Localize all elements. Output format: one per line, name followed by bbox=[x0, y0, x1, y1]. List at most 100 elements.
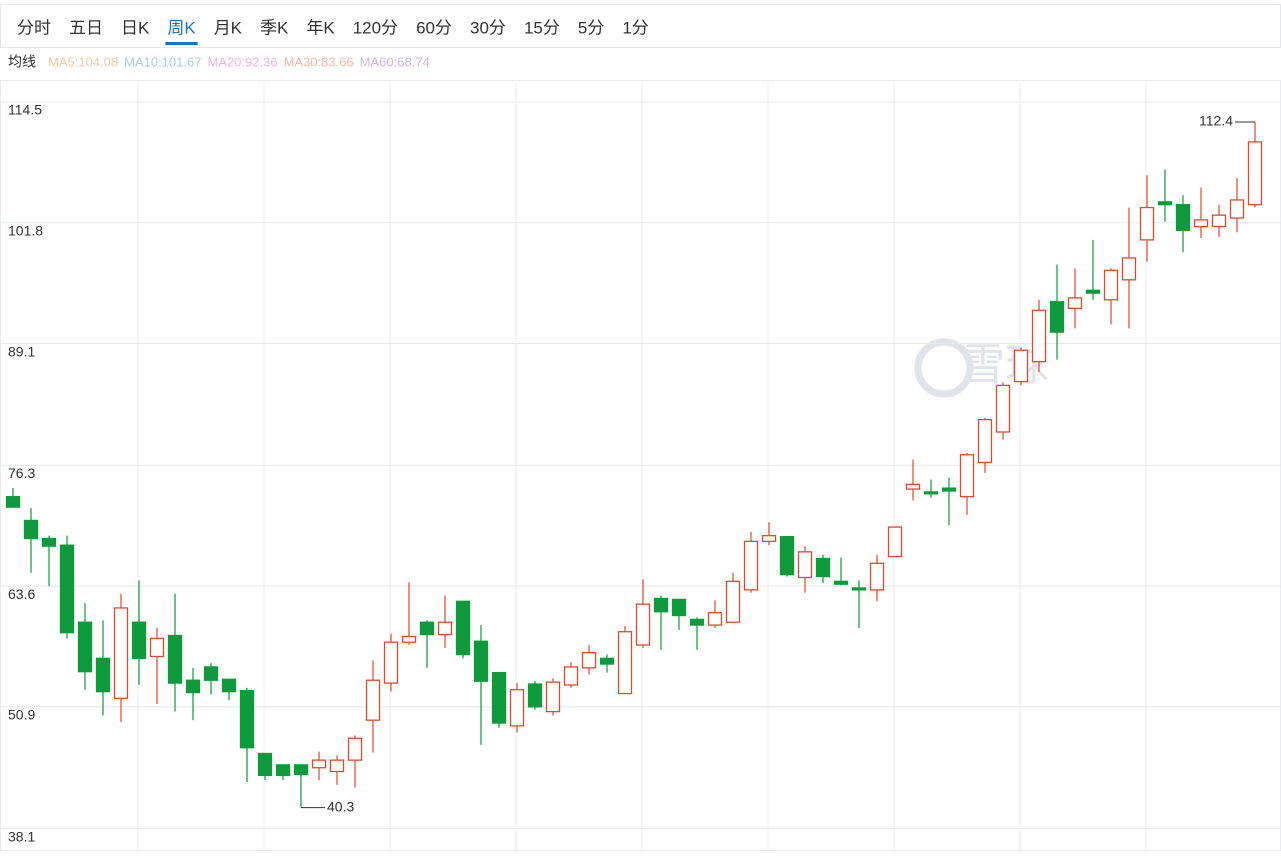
ma-legend: MA10:101.67 bbox=[124, 54, 201, 69]
candle-body bbox=[959, 454, 975, 498]
candle-body bbox=[419, 621, 435, 636]
candle-body bbox=[779, 535, 795, 576]
candle-body bbox=[1157, 201, 1173, 206]
tab-bar bbox=[0, 4, 1281, 48]
y-tick-label: 38.1 bbox=[8, 828, 35, 844]
candle-body bbox=[329, 759, 345, 773]
candle-body bbox=[815, 557, 831, 578]
candle-body bbox=[797, 551, 813, 579]
candle-body bbox=[545, 681, 561, 713]
candle-body bbox=[635, 603, 651, 646]
candle-body bbox=[923, 491, 939, 495]
tab[interactable]: 分时 bbox=[17, 18, 51, 37]
tab[interactable]: 30分 bbox=[470, 18, 506, 37]
candle-body bbox=[1175, 204, 1191, 232]
tab[interactable]: 120分 bbox=[353, 18, 398, 37]
tab[interactable]: 周K bbox=[167, 18, 196, 37]
y-tick-label: 63.6 bbox=[8, 586, 35, 602]
tab[interactable]: 年K bbox=[306, 18, 335, 37]
tab[interactable]: 日K bbox=[121, 18, 150, 37]
candle-body bbox=[1049, 301, 1065, 333]
candle-body bbox=[383, 641, 399, 684]
candle-body bbox=[869, 562, 885, 591]
y-tick-label: 76.3 bbox=[8, 465, 35, 481]
candle-body bbox=[149, 637, 165, 658]
candle-body bbox=[77, 621, 93, 673]
tab-underline bbox=[165, 42, 198, 45]
candle-body bbox=[1139, 206, 1155, 241]
y-tick-label: 89.1 bbox=[8, 343, 35, 359]
candle-body bbox=[113, 607, 129, 699]
candle-body bbox=[221, 678, 237, 693]
candle-body bbox=[743, 540, 759, 591]
candle-body bbox=[95, 657, 111, 693]
candle-body bbox=[833, 580, 849, 585]
candle-body bbox=[455, 600, 471, 656]
candle-body bbox=[599, 657, 615, 665]
tab[interactable]: 1分 bbox=[622, 18, 648, 37]
candle-body bbox=[23, 519, 39, 540]
candle-body bbox=[905, 483, 921, 490]
candle-body bbox=[167, 634, 183, 684]
candle-body bbox=[257, 752, 273, 776]
candle-body bbox=[347, 737, 363, 761]
candle-body bbox=[491, 671, 507, 724]
candle-body bbox=[473, 640, 489, 682]
candle-body bbox=[941, 487, 957, 492]
candle-body bbox=[401, 635, 417, 643]
candle-body bbox=[509, 689, 525, 727]
candle-body bbox=[995, 384, 1011, 433]
candle-body bbox=[59, 544, 75, 634]
tab[interactable]: 五日 bbox=[69, 18, 103, 37]
candle-body bbox=[275, 764, 291, 776]
candle-body bbox=[131, 621, 147, 660]
candle-body bbox=[1121, 257, 1137, 281]
candle-body bbox=[707, 612, 723, 626]
watermark-logo bbox=[914, 338, 974, 398]
candle-body bbox=[617, 631, 633, 695]
y-tick-label: 50.9 bbox=[8, 707, 35, 723]
candle-body bbox=[887, 526, 903, 558]
candle-body bbox=[41, 537, 57, 547]
candle-body bbox=[239, 690, 255, 749]
candle-body bbox=[1013, 349, 1029, 383]
candle-body bbox=[1211, 214, 1227, 228]
candle-body bbox=[689, 618, 705, 626]
y-tick-label: 101.8 bbox=[8, 222, 43, 238]
candle-body bbox=[1193, 219, 1209, 228]
y-tick-label: 114.5 bbox=[8, 102, 42, 118]
candle-body bbox=[1229, 199, 1245, 219]
candle-body bbox=[1103, 269, 1119, 301]
tab[interactable]: 月K bbox=[214, 18, 243, 37]
candle-body bbox=[1067, 297, 1083, 310]
ma-label: 均线 bbox=[8, 54, 36, 70]
candle-body bbox=[437, 621, 453, 636]
candle-body bbox=[1085, 289, 1101, 294]
annotation: 40.3 bbox=[327, 798, 354, 814]
candle-body bbox=[653, 597, 669, 613]
candle-body bbox=[563, 666, 579, 686]
candle-body bbox=[977, 418, 993, 464]
candle-body bbox=[761, 535, 777, 543]
candle-body bbox=[671, 598, 687, 617]
candle-body bbox=[581, 652, 597, 669]
ma-legend: MA60:68.74 bbox=[360, 54, 430, 69]
candle-body bbox=[365, 679, 381, 721]
ma-legend: MA20:92.36 bbox=[207, 54, 277, 69]
candle-body bbox=[203, 666, 219, 681]
candle-body bbox=[851, 587, 867, 591]
candle-body bbox=[293, 764, 309, 776]
tab[interactable]: 5分 bbox=[578, 18, 604, 37]
candle-body bbox=[5, 496, 21, 508]
candle-body bbox=[185, 679, 201, 694]
candle-body bbox=[725, 580, 741, 623]
annotation: 112.4 bbox=[1199, 113, 1233, 129]
tab[interactable]: 60分 bbox=[416, 18, 452, 37]
candle-body bbox=[527, 683, 543, 708]
candle-body bbox=[1031, 309, 1047, 363]
tab[interactable]: 15分 bbox=[524, 18, 560, 37]
tab[interactable]: 季K bbox=[260, 18, 289, 37]
candle-body bbox=[1247, 141, 1263, 206]
